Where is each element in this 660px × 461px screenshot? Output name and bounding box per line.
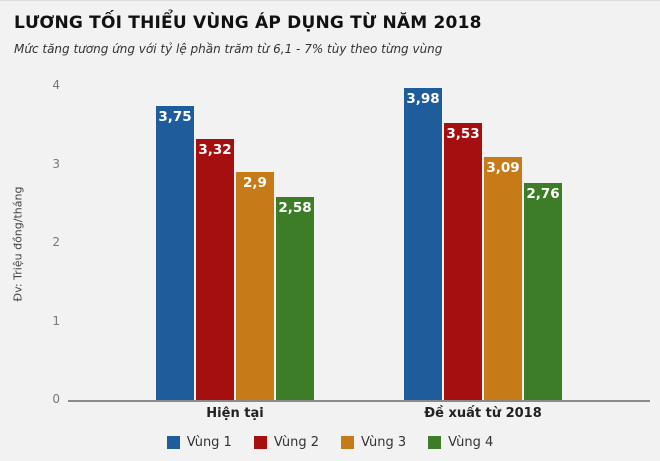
legend-label: Vùng 3	[361, 435, 407, 450]
y-tick-label: 0	[52, 392, 60, 406]
legend-swatch-icon	[253, 436, 267, 449]
bar-vùng-3-0: 2,9	[236, 172, 274, 400]
legend-item-vùng-4: Vùng 4	[428, 435, 493, 450]
legend-label: Vùng 4	[448, 435, 494, 450]
y-tick-label: 2	[52, 235, 60, 249]
legend-swatch-icon	[166, 436, 180, 449]
bar-value-label: 3,09	[486, 160, 520, 176]
bar-vùng-1-0: 3,75	[156, 106, 194, 400]
bar-vùng-2-0: 3,32	[196, 139, 234, 400]
bar-value-label: 2,76	[526, 186, 560, 202]
y-axis-title: Đv: Triệu đồng/tháng	[11, 186, 25, 302]
bar-vùng-4-1: 2,76	[524, 183, 562, 400]
x-axis-category-label: Đề xuất từ 2018	[424, 406, 542, 421]
legend-swatch-icon	[428, 436, 442, 449]
legend-item-vùng-2: Vùng 2	[253, 435, 319, 450]
chart-title: LƯƠNG TỐI THIỂU VÙNG ÁP DỤNG TỪ NĂM 2018	[14, 13, 482, 33]
legend: Vùng 1 Vùng 2 Vùng 3 Vùng 4	[0, 435, 660, 450]
legend-label: Vùng 2	[273, 435, 319, 450]
bar-vùng-4-0: 2,58	[276, 197, 314, 400]
bar-vùng-1-1: 3,98	[404, 88, 442, 400]
bar-value-label: 2,9	[243, 175, 267, 191]
legend-item-vùng-3: Vùng 3	[341, 435, 406, 450]
chart-subtitle: Mức tăng tương ứng với tỷ lệ phần trăm t…	[14, 42, 443, 56]
y-tick-label: 1	[52, 313, 60, 328]
bar-value-label: 3,53	[446, 126, 480, 142]
legend-item-vùng-1: Vùng 1	[166, 435, 232, 450]
bar-vùng-3-1: 3,09	[484, 157, 522, 400]
bar-value-label: 3,32	[198, 142, 232, 158]
bar-vùng-2-1: 3,53	[444, 123, 482, 400]
x-axis-line	[68, 400, 650, 402]
legend-label: Vùng 1	[186, 435, 232, 450]
bar-value-label: 2,58	[278, 200, 312, 216]
y-tick-label: 4	[52, 78, 60, 92]
bar-value-label: 3,75	[158, 109, 192, 125]
y-tick-label: 3	[52, 156, 60, 171]
bar-value-label: 3,98	[406, 91, 440, 107]
x-axis-category-label: Hiện tại	[206, 406, 264, 421]
legend-swatch-icon	[341, 436, 354, 449]
